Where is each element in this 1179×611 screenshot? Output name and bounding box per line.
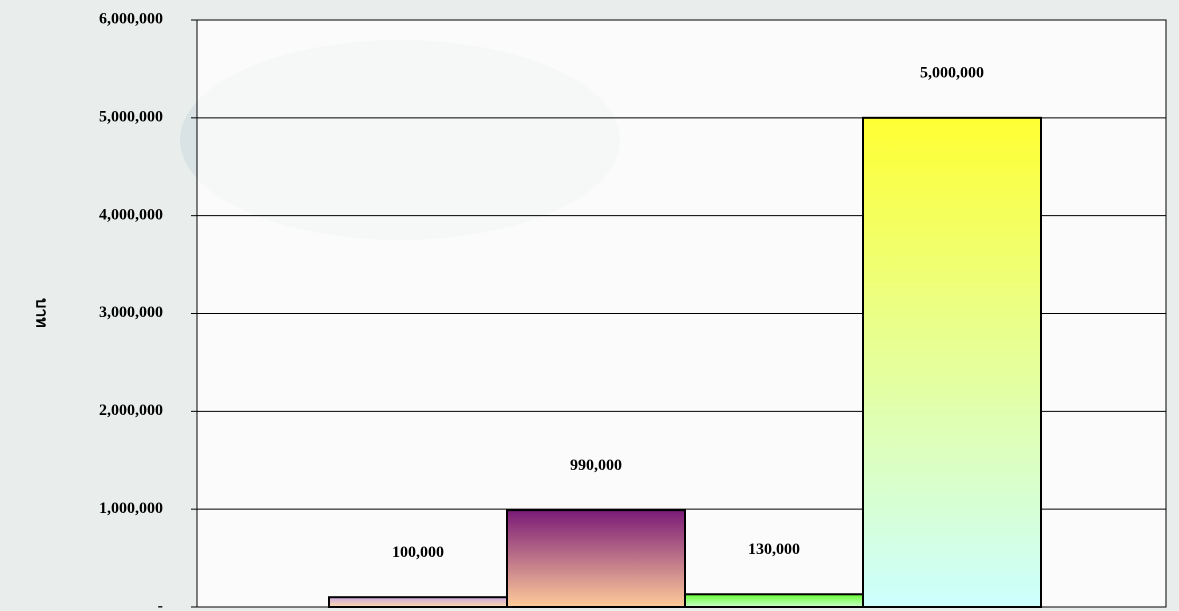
bar: [328, 596, 508, 609]
y-tick-label: 6,000,000: [99, 11, 163, 28]
y-axis-label: บาท: [32, 298, 49, 328]
y-tick-label: -: [158, 598, 163, 611]
value-label: 990,000: [570, 457, 622, 474]
value-label: 100,000: [392, 544, 444, 561]
bar: [506, 509, 686, 608]
value-label: 130,000: [748, 541, 800, 558]
y-tick-label: 3,000,000: [99, 304, 163, 321]
y-tick-label: 1,000,000: [99, 500, 163, 517]
y-tick-label: 4,000,000: [99, 206, 163, 223]
bar: [862, 116, 1042, 608]
y-tick-label: 2,000,000: [99, 402, 163, 419]
value-label: 5,000,000: [920, 65, 984, 82]
y-tick-label: 5,000,000: [99, 109, 163, 126]
bar: [684, 593, 864, 609]
